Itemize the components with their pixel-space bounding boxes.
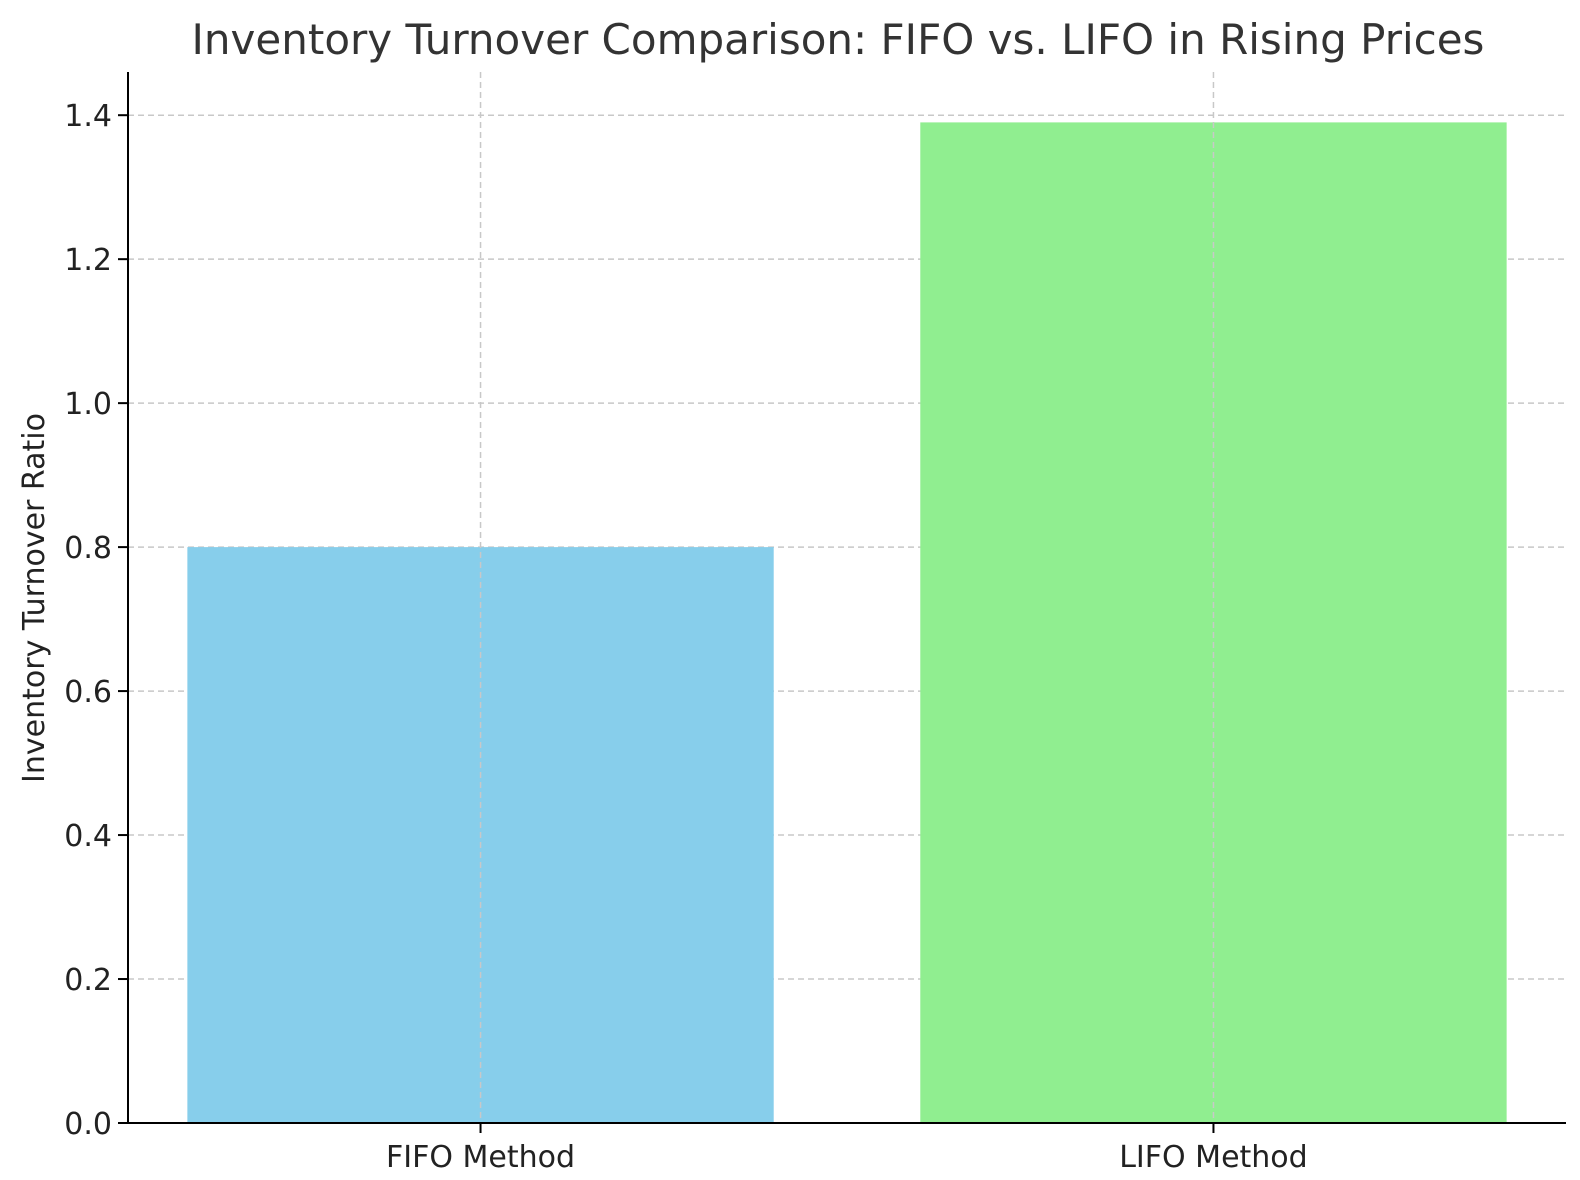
y-axis-label: Inventory Turnover Ratio (17, 413, 52, 783)
vertical-grid-lines (479, 72, 1215, 1123)
y-tick-label: 1.4 (64, 99, 112, 134)
y-axis-ticks: 0.0 0.2 0.4 0.6 0.8 1.0 1.2 1.4 (64, 99, 128, 1142)
chart-title: Inventory Turnover Comparison: FIFO vs. … (192, 15, 1485, 64)
y-tick-label: 0.8 (64, 531, 112, 566)
y-tick-label: 0.4 (64, 819, 112, 854)
y-tick-label: 0.2 (64, 963, 112, 998)
y-tick-label: 1.2 (64, 243, 112, 278)
y-tick-label: 0.6 (64, 675, 112, 710)
x-axis-ticks: FIFO Method LIFO Method (386, 1123, 1308, 1175)
x-tick-label: FIFO Method (386, 1140, 575, 1175)
y-tick-label: 0.0 (64, 1107, 112, 1142)
y-tick-label: 1.0 (64, 387, 112, 422)
x-tick-label: LIFO Method (1119, 1140, 1307, 1175)
